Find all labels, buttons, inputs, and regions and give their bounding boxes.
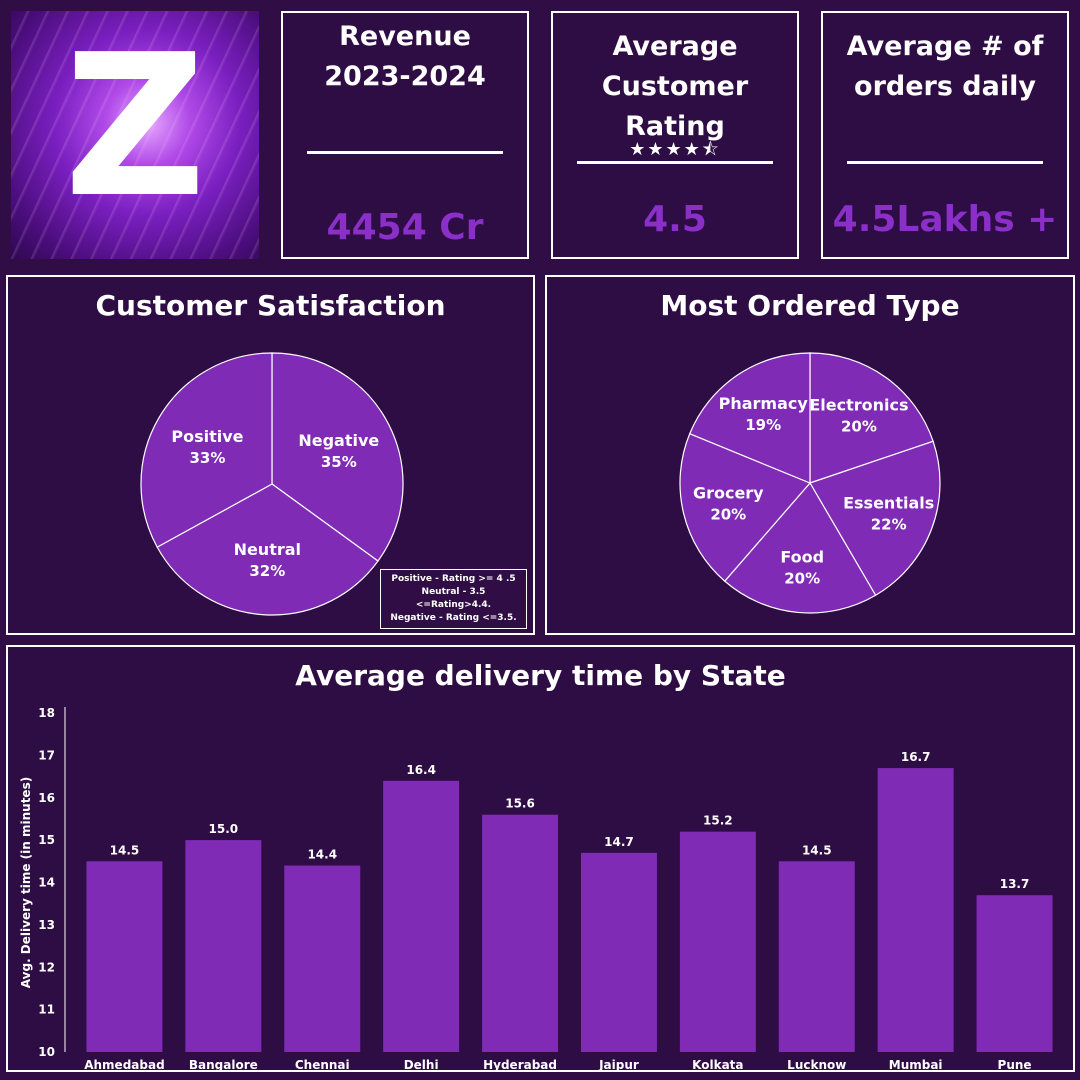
revenue-divider [307, 151, 503, 154]
y-tick-label: 16 [38, 791, 55, 805]
delivery-bar-chart: 10 11 12 13 14 15 16 17 18 Avg. Delivery time (in… [19, 706, 1053, 1070]
delivery-panel: Average delivery time by State 10 11 12 13 1… [6, 645, 1075, 1072]
bar-jaipur [580, 852, 657, 1052]
ordered-label-pharmacy: Pharmacy [719, 394, 809, 413]
orders-divider [847, 161, 1043, 164]
satisfaction-pie-chart: Negative 35% Neutral 32% Positive 33% [140, 352, 404, 616]
legend-negative: Negative - Rating <=3.5. [390, 613, 517, 623]
y-tick-label: 10 [38, 1045, 55, 1059]
bar-ahmedabad [86, 861, 163, 1052]
satisfaction-label-neutral: Neutral [234, 540, 301, 559]
y-tick-label: 11 [38, 1003, 55, 1017]
ordered-label-food: Food [780, 548, 824, 567]
y-tick-label: 18 [38, 706, 55, 720]
satisfaction-label-negative: Negative [298, 431, 379, 450]
ordered-label-grocery: Grocery [693, 483, 764, 502]
bar-kolkata [679, 831, 756, 1052]
x-tick-mumbai: Mumbai [889, 1058, 943, 1070]
y-tick-label: 13 [38, 918, 55, 932]
satisfaction-title: Customer Satisfaction [95, 289, 446, 322]
orders-value: 4.5Lakhs + [832, 199, 1058, 240]
satisfaction-legend: Positive - Rating >= 4 .5 Neutral - 3.5 … [380, 569, 527, 629]
rating-stars-icon: ★★★★⯪ [629, 139, 721, 160]
ordered-pie-chart: Electronics 20% Essentials 22% Food 20% Grocer… [679, 352, 941, 614]
ordered-value-grocery: 20% [710, 505, 746, 523]
x-tick-kolkata: Kolkata [692, 1058, 743, 1070]
bar-value-bangalore: 15.0 [209, 822, 239, 836]
satisfaction-slice-positive [140, 352, 273, 548]
x-tick-delhi: Delhi [404, 1058, 439, 1070]
rating-title-line2: Customer Rating [601, 71, 749, 142]
bar-value-chennai: 14.4 [307, 848, 337, 862]
x-tick-ahmedabad: Ahmedabad [84, 1058, 164, 1070]
legend-positive: Positive - Rating >= 4 .5 [391, 574, 516, 584]
bar-bangalore [185, 840, 262, 1052]
orders-title-line2: orders daily [854, 71, 1036, 102]
y-tick-label: 15 [38, 833, 55, 847]
ordered-slice-electronics [809, 352, 934, 484]
satisfaction-value-positive: 33% [189, 449, 225, 467]
satisfaction-panel: Customer Satisfaction Negative 35% Neutral… [6, 275, 535, 635]
bar-value-kolkata: 15.2 [703, 814, 733, 828]
ordered-label-electronics: Electronics [809, 396, 908, 415]
revenue-title-line2: 2023-2024 [324, 61, 486, 92]
satisfaction-slice-neutral [156, 483, 379, 616]
ordered-value-pharmacy: 19% [745, 416, 781, 434]
bar-delhi [383, 780, 460, 1052]
satisfaction-value-neutral: 32% [249, 562, 285, 580]
x-tick-lucknow: Lucknow [787, 1058, 846, 1070]
ordered-slice-grocery [679, 432, 812, 582]
y-tick-label: 17 [38, 748, 55, 762]
satisfaction-label-positive: Positive [171, 427, 243, 446]
satisfaction-slice-negative [271, 352, 404, 562]
x-tick-hyderabad: Hyderabad [483, 1058, 557, 1070]
legend-neutral: Neutral - 3.5 <=Rating>4.4. [415, 587, 492, 610]
logo-tile: Z [11, 11, 259, 259]
delivery-title: Average delivery time by State [295, 659, 786, 692]
x-tick-jaipur: Jaipur [598, 1058, 639, 1070]
x-tick-bangalore: Bangalore [189, 1058, 258, 1070]
ordered-slice-essentials [809, 440, 941, 597]
bar-value-mumbai: 16.7 [901, 750, 931, 764]
ordered-slice-pharmacy [688, 352, 811, 484]
y-tick-label: 14 [38, 876, 55, 890]
bar-value-ahmedabad: 14.5 [110, 843, 140, 857]
ordered-value-food: 20% [784, 570, 820, 588]
ordered-value-electronics: 20% [841, 418, 877, 436]
revenue-card: Revenue 2023-2024 4454 Cr [281, 11, 529, 259]
satisfaction-value-negative: 35% [321, 453, 357, 471]
logo-rays [11, 11, 259, 259]
bar-lucknow [778, 861, 855, 1052]
bar-value-jaipur: 14.7 [604, 835, 634, 849]
ordered-label-essentials: Essentials [843, 493, 934, 512]
bar-pune [976, 895, 1053, 1052]
bar-hyderabad [482, 814, 559, 1052]
orders-card: Average # of orders daily 4.5Lakhs + [821, 11, 1069, 259]
x-tick-pune: Pune [998, 1058, 1032, 1070]
x-tick-chennai: Chennai [295, 1058, 350, 1070]
bar-value-delhi: 16.4 [406, 763, 436, 777]
rating-title-line1: Average [612, 31, 738, 62]
revenue-value: 4454 Cr [326, 207, 484, 248]
bar-value-hyderabad: 15.6 [505, 797, 535, 811]
ordered-title: Most Ordered Type [660, 289, 960, 322]
orders-title-line1: Average # of [846, 31, 1044, 62]
ordered-value-essentials: 22% [871, 515, 907, 533]
ordered-slice-food [723, 481, 877, 614]
logo-letter: Z [63, 13, 207, 241]
bar-mumbai [877, 768, 954, 1052]
rating-value: 4.5 [643, 199, 707, 240]
y-tick-label: 12 [38, 960, 55, 974]
revenue-title-line1: Revenue [339, 21, 471, 52]
bar-value-lucknow: 14.5 [802, 843, 832, 857]
rating-card: Average Customer Rating ★★★★⯪ 4.5 [551, 11, 799, 259]
rating-divider [577, 161, 773, 164]
bar-chennai [284, 865, 361, 1052]
ordered-panel: Most Ordered Type Electronics 20% Essentia… [545, 275, 1075, 635]
bar-value-pune: 13.7 [1000, 877, 1030, 891]
y-axis-label: Avg. Delivery time (in minutes) [19, 777, 33, 988]
